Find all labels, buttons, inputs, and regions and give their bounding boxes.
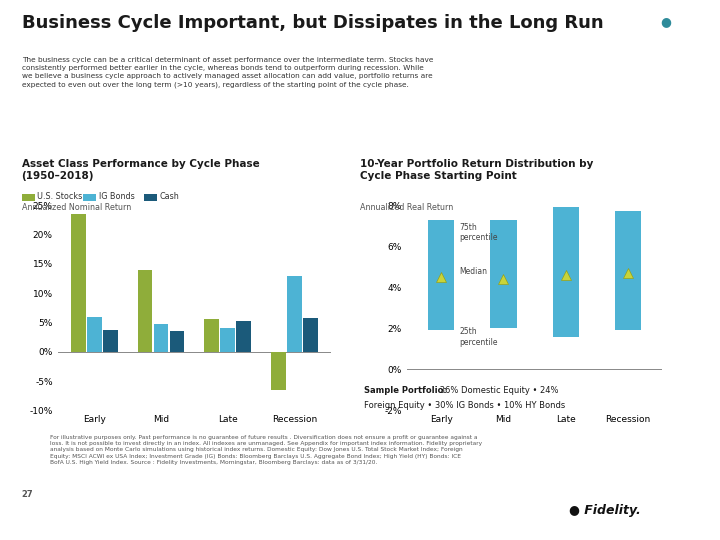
Text: Annualized Real Return: Annualized Real Return [360, 202, 454, 212]
Bar [271, 352, 286, 390]
Bar [428, 220, 454, 330]
Text: The business cycle can be a critical determinant of asset performance over the i: The business cycle can be a critical det… [22, 57, 433, 88]
Text: For illustrative purposes only. Past performance is no guarantee of future resul: For illustrative purposes only. Past per… [50, 435, 482, 465]
Bar [204, 319, 219, 352]
Bar [490, 220, 516, 328]
Text: IG Bonds: IG Bonds [99, 192, 135, 201]
Text: Annualized Nominal Return: Annualized Nominal Return [22, 202, 131, 212]
Bar [138, 269, 153, 352]
Bar [220, 328, 235, 352]
Text: ●: ● [660, 15, 671, 28]
Text: Asset Class Performance by Cycle Phase
(1950–2018): Asset Class Performance by Cycle Phase (… [22, 159, 259, 181]
Text: Median: Median [459, 267, 487, 276]
Bar [170, 331, 184, 352]
Text: ● Fidelity.: ● Fidelity. [569, 504, 641, 517]
Bar [236, 321, 251, 352]
Text: 25th
percentile: 25th percentile [459, 327, 498, 347]
Text: ASSET
MARKETS: ASSET MARKETS [686, 131, 708, 172]
Text: Cash: Cash [160, 192, 179, 201]
Text: Business Cycle Important, but Dissipates in the Long Run: Business Cycle Important, but Dissipates… [22, 14, 603, 31]
Bar [71, 214, 86, 352]
Bar [153, 323, 168, 352]
Bar [87, 316, 102, 352]
Bar [103, 330, 117, 352]
Bar [553, 207, 579, 336]
Text: 10-Year Portfolio Return Distribution by
Cycle Phase Starting Point: 10-Year Portfolio Return Distribution by… [360, 159, 593, 181]
Bar [615, 211, 642, 330]
Text: 27: 27 [22, 490, 33, 499]
Text: 75th
percentile: 75th percentile [459, 222, 498, 242]
Text: U.S. Stocks: U.S. Stocks [37, 192, 83, 201]
Bar [303, 319, 318, 352]
Bar [287, 275, 302, 352]
Text: Foreign Equity • 30% IG Bonds • 10% HY Bonds: Foreign Equity • 30% IG Bonds • 10% HY B… [364, 401, 565, 410]
Text: Sample Portfolio:: Sample Portfolio: [364, 386, 447, 395]
Text: 36% Domestic Equity • 24%: 36% Domestic Equity • 24% [437, 386, 559, 395]
